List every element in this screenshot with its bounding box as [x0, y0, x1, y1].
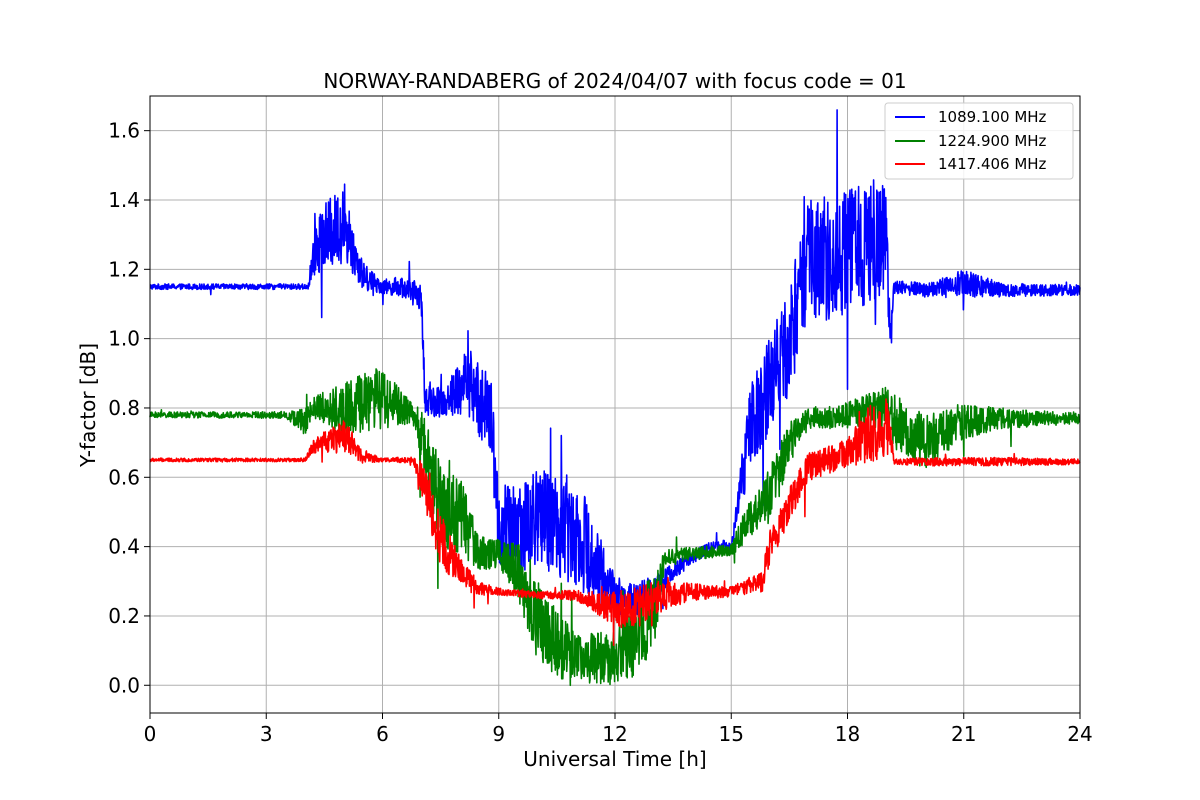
y-tick-label: 0.0: [108, 673, 140, 697]
legend-box: [884, 102, 1074, 180]
legend-label-1089: 1089.100 MHz: [938, 108, 1047, 126]
x-tick-label: 0: [144, 722, 157, 746]
legend-label-1224: 1224.900 MHz: [938, 132, 1047, 150]
y-tick-label: 0.6: [108, 465, 140, 489]
x-tick-label: 21: [951, 722, 976, 746]
y-tick-label: 1.0: [108, 327, 140, 351]
y-axis-title: Y-factor [dB]: [76, 343, 100, 468]
x-tick-label: 24: [1067, 722, 1092, 746]
y-tick-label: 0.8: [108, 396, 140, 420]
legend: 1089.100 MHz 1224.900 MHz 1417.406 MHz: [884, 102, 1074, 180]
legend-label-1417: 1417.406 MHz: [938, 155, 1047, 173]
series-line: [149, 398, 1081, 646]
x-tick-label: 15: [719, 722, 744, 746]
x-tick-label: 3: [260, 722, 273, 746]
series-layer: [149, 109, 1081, 687]
chart-title: NORWAY-RANDABERG of 2024/04/07 with focu…: [323, 69, 906, 93]
y-tick-label: 0.4: [108, 535, 140, 559]
x-axis-ticks: 0 3 6 9 12 15 18 21 24: [144, 713, 1093, 746]
x-tick-label: 6: [376, 722, 389, 746]
x-tick-label: 18: [835, 722, 860, 746]
y-axis-ticks: 0.0 0.2 0.4 0.6 0.8 1.0 1.2 1.4 1.6: [108, 119, 150, 697]
y-tick-label: 0.2: [108, 604, 140, 628]
y-tick-label: 1.2: [108, 257, 140, 281]
x-axis-title: Universal Time [h]: [523, 747, 706, 771]
x-tick-label: 12: [602, 722, 627, 746]
y-tick-label: 1.4: [108, 188, 140, 212]
x-tick-label: 9: [492, 722, 505, 746]
y-tick-label: 1.6: [108, 119, 140, 143]
